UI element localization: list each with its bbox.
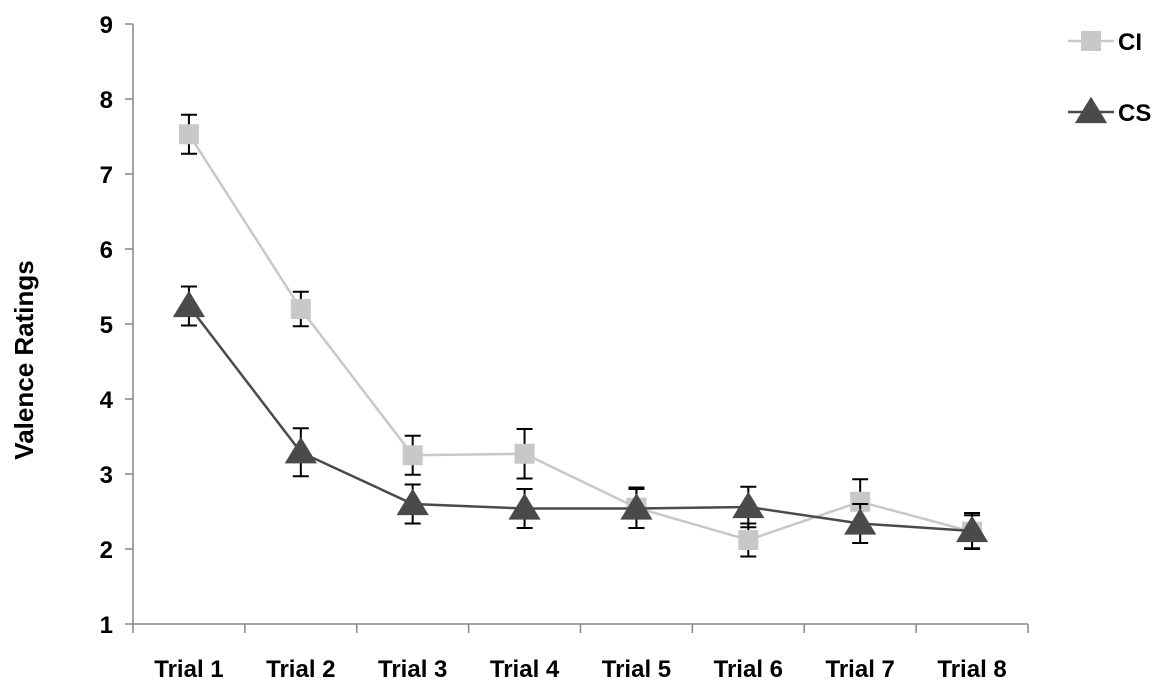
x-tick-label: Trial 7 [826, 656, 895, 683]
series-line [187, 305, 973, 533]
data-point [620, 493, 653, 520]
y-tick-label: 6 [100, 237, 113, 264]
y-tick-label: 3 [100, 462, 113, 489]
data-point [514, 443, 535, 464]
data-point [955, 515, 989, 543]
x-tick-label: Trial 2 [266, 656, 335, 683]
y-tick-label: 9 [100, 12, 113, 39]
legend-label: CI [1118, 29, 1142, 56]
y-axis-title: Valence Ratings [9, 260, 39, 459]
y-tick-label: 1 [100, 612, 113, 639]
data-point [402, 445, 423, 466]
data-point [396, 488, 429, 516]
legend-item-ci: CI [1068, 29, 1142, 56]
legend-item-cs: CS [1068, 96, 1151, 127]
legend-marker [1081, 31, 1101, 51]
data-point [172, 290, 206, 318]
legend-marker [1074, 96, 1108, 124]
data-point [284, 436, 317, 464]
x-tick-label: Trial 4 [490, 656, 560, 683]
series-cs [172, 285, 989, 550]
series-line [187, 133, 973, 542]
data-point [290, 299, 311, 319]
data-point [738, 530, 759, 550]
x-tick-label: Trial 3 [378, 656, 447, 683]
legend: CI CS [1068, 29, 1151, 127]
x-tick-label: Trial 5 [602, 656, 671, 683]
y-axis: 1 2 3 4 5 6 7 8 9 [100, 12, 134, 639]
data-point [178, 124, 199, 145]
legend-label: CS [1118, 100, 1151, 127]
series-ci [178, 113, 983, 558]
data-point [850, 491, 871, 512]
y-tick-label: 7 [100, 162, 113, 189]
x-axis: Trial 1 Trial 2 Trial 3 Trial 4 Trial 5 Trial… [132, 623, 1029, 683]
y-tick-label: 2 [100, 537, 113, 564]
series-area [172, 113, 989, 558]
x-tick-label: Trial 1 [154, 656, 223, 683]
data-point [508, 493, 541, 520]
data-point [844, 508, 877, 535]
data-point [732, 491, 765, 519]
x-tick-label: Trial 6 [714, 656, 783, 683]
y-tick-label: 8 [100, 87, 113, 114]
y-tick-label: 4 [100, 387, 114, 414]
x-tick-label: Trial 8 [937, 656, 1006, 683]
y-tick-label: 5 [100, 312, 113, 339]
